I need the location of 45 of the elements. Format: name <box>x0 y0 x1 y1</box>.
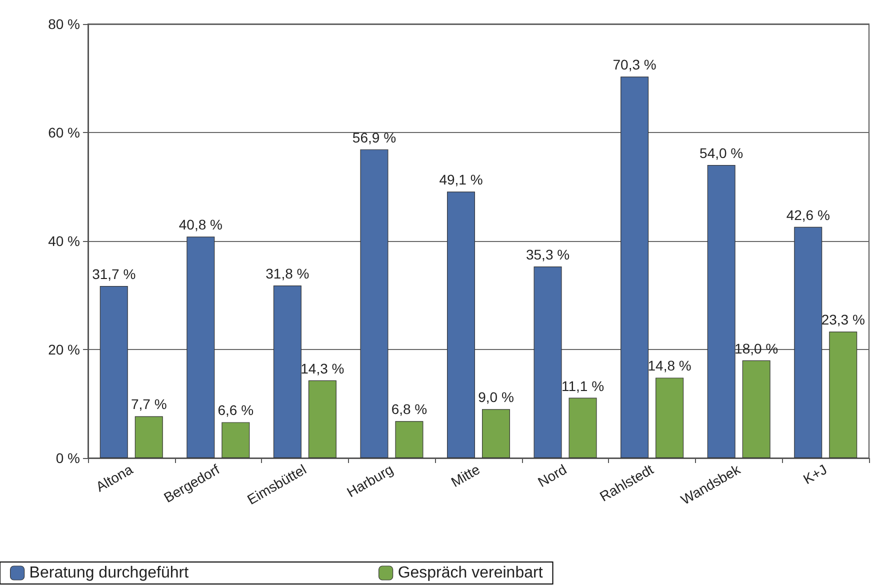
bar <box>534 266 562 458</box>
data-label: 14,8 % <box>648 358 692 374</box>
bar <box>620 76 649 458</box>
legend-label: Beratung durchgeführt <box>29 564 190 582</box>
bar <box>829 332 858 458</box>
data-label: 42,6 % <box>786 206 830 223</box>
bar <box>794 226 822 458</box>
data-label: 9,0 % <box>478 389 514 406</box>
data-label: 40,8 % <box>178 216 222 233</box>
data-label: 31,7 % <box>92 266 136 282</box>
bar <box>222 422 250 458</box>
bar <box>568 398 597 458</box>
data-label: 31,8 % <box>266 265 310 282</box>
data-label: 56,9 % <box>352 129 396 146</box>
y-tick-label: 40 % <box>48 233 80 249</box>
bar <box>100 286 128 458</box>
bar <box>656 378 684 458</box>
data-label: 7,7 % <box>130 396 167 412</box>
bar <box>447 192 475 458</box>
bar <box>134 416 163 458</box>
data-label: 6,8 % <box>391 401 428 418</box>
y-tick-label: 0 % <box>56 450 80 466</box>
bar <box>186 236 215 458</box>
data-label: 35,3 % <box>526 246 570 262</box>
y-tick-label: 80 % <box>48 16 80 32</box>
data-label: 70,3 % <box>612 56 656 73</box>
bar <box>482 409 510 458</box>
x-tick-label: Mitte <box>448 460 483 490</box>
legend-label: Gespräch vereinbart <box>398 564 544 582</box>
bar <box>395 421 424 458</box>
data-label: 54,0 % <box>700 145 744 162</box>
bar <box>273 285 302 458</box>
bar <box>360 149 388 458</box>
y-tick-label: 60 % <box>48 124 80 140</box>
data-label: 23,3 % <box>821 312 865 328</box>
data-label: 11,1 % <box>562 378 604 394</box>
data-label: 6,6 % <box>218 402 254 418</box>
bar <box>742 360 770 458</box>
bar <box>308 380 336 458</box>
data-label: 49,1 % <box>439 172 483 188</box>
data-label: 14,3 % <box>300 360 344 376</box>
y-tick-label: 20 % <box>48 342 80 358</box>
bar <box>707 165 736 458</box>
x-tick-label: K+J <box>800 461 830 488</box>
x-tick-label: Nord <box>535 461 570 490</box>
